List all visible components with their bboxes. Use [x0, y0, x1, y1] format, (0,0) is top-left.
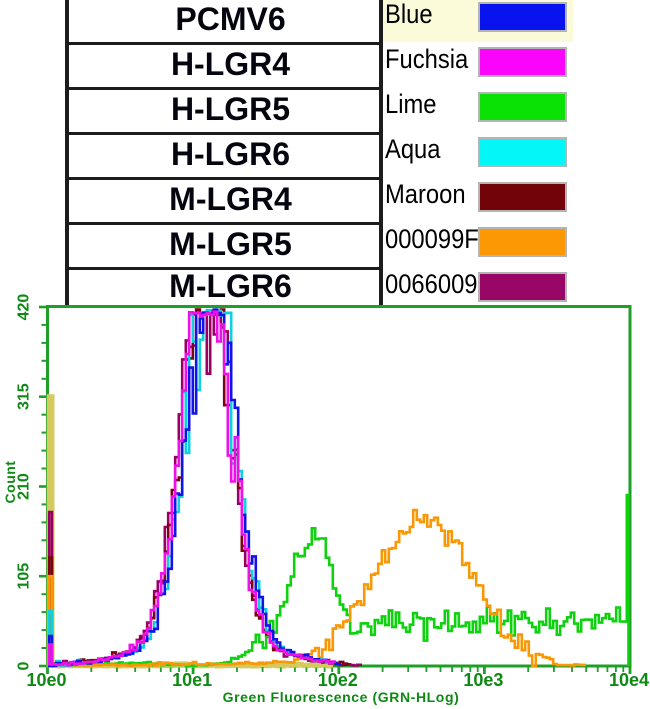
svg-text:2: 2: [348, 670, 358, 690]
svg-text:420: 420: [16, 294, 33, 321]
svg-text:10e: 10e: [609, 670, 639, 690]
svg-text:3: 3: [493, 670, 503, 690]
svg-text:1: 1: [202, 670, 212, 690]
svg-text:4: 4: [639, 670, 649, 690]
svg-text:315: 315: [16, 383, 33, 410]
svg-text:10e: 10e: [172, 670, 202, 690]
svg-text:0: 0: [56, 670, 66, 690]
svg-text:105: 105: [16, 563, 33, 590]
svg-text:0: 0: [16, 661, 33, 670]
svg-text:10e: 10e: [318, 670, 348, 690]
svg-text:10e: 10e: [463, 670, 493, 690]
svg-text:Green Fluorescence (GRN-HLog): Green Fluorescence (GRN-HLog): [223, 689, 460, 705]
svg-text:210: 210: [16, 473, 33, 500]
svg-text:10e: 10e: [26, 670, 56, 690]
svg-text:Count: Count: [2, 461, 18, 504]
